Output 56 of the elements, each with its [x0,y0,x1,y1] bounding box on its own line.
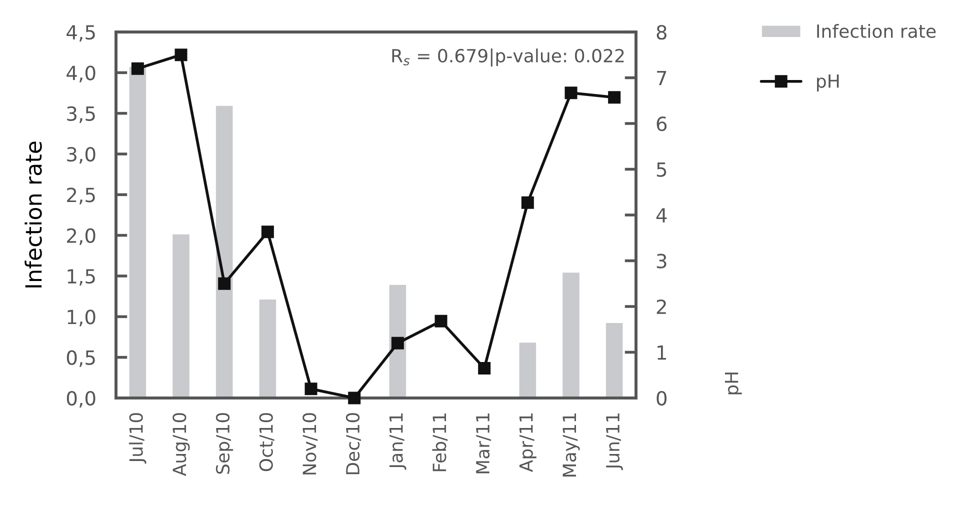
bar [388,283,408,398]
bar [604,322,624,398]
point [131,62,144,75]
point [391,336,404,350]
x-tick-label: May/11 [562,414,580,477]
y-tick-label: 0,5 [66,350,95,367]
y2-tick-label: 7 [657,70,666,86]
point [218,277,231,290]
y-tick-label: 1,0 [68,310,96,326]
bar [171,233,191,398]
x-tick-label: Oct/10 [259,413,274,472]
y-tick-label: 2,5 [67,188,95,204]
x-tick-label: Jan/11 [389,414,406,470]
point [304,382,318,396]
y2-tick-label: 1 [658,345,666,360]
x-tick-label: Feb/11 [432,414,448,472]
bar [518,341,538,398]
y-tick-label: 3,0 [67,146,96,164]
bar [214,104,234,398]
x-tick-label: Apr/11 [519,414,536,472]
legend-label: pH [817,74,839,92]
x-tick-label: Jun/11 [606,414,623,470]
y2-tick-label: 4 [656,208,667,222]
x-tick-label: Sep/10 [216,413,234,474]
annotation: R$_{s}$ = 0.679|p-value: 0.022 [392,48,624,67]
y2-tick-label: 8 [656,24,666,40]
y2-axis-title: pH [724,372,742,394]
x-tick-label: Jul/10 [128,413,146,464]
x-tick-label: Nov/10 [302,413,318,474]
y-tick-label: 1,5 [68,269,95,286]
bar [128,65,148,398]
y-tick-label: 0,0 [66,390,96,408]
y2-tick-label: 6 [656,116,667,132]
y-tick-label: 4,5 [66,25,95,42]
point [261,226,274,238]
y-tick-label: 2,0 [67,228,96,245]
y2-tick-label: 3 [656,254,666,268]
point [564,86,578,100]
y2-tick-label: 2 [656,299,666,314]
bar [258,298,278,398]
y-axis-title: Infection rate [24,142,42,288]
x-tick-label: Aug/10 [172,413,190,476]
x-tick-label: Dec/10 [346,413,361,474]
point [521,196,534,209]
y2-tick-label: 0 [656,390,667,406]
point [478,362,491,375]
bar [561,271,581,398]
point [174,48,188,62]
y-tick-label: 3,5 [67,106,95,123]
legend-label: Infection rate [817,24,936,38]
point [608,91,621,104]
point [434,314,448,328]
y-tick-label: 4,0 [66,66,96,82]
y2-tick-label: 5 [656,162,666,177]
point [348,392,361,404]
x-tick-label: Mar/11 [476,414,491,474]
